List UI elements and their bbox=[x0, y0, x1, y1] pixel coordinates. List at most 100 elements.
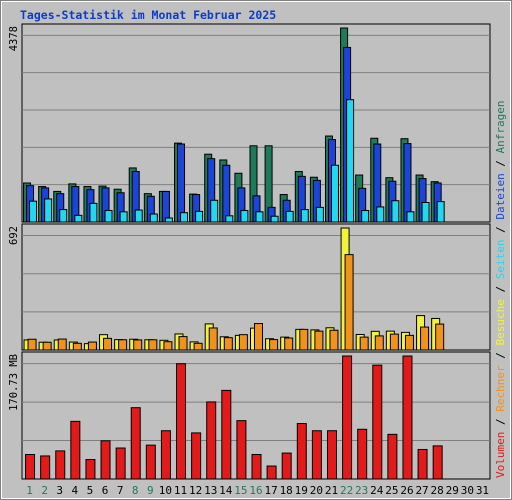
x-tick-label-day-3: 3 bbox=[56, 484, 63, 497]
x-tick-label-day-18: 18 bbox=[280, 484, 293, 497]
bar-rechner-day-23 bbox=[359, 336, 369, 351]
legend-entry-seiten: Seiten bbox=[494, 240, 507, 280]
bar-seiten-day-28 bbox=[436, 201, 445, 223]
legend-entry-anfragen: Anfragen bbox=[494, 100, 507, 153]
bar-seiten-day-10 bbox=[164, 217, 173, 223]
x-tick-label-day-7: 7 bbox=[117, 484, 124, 497]
bar-volumen-day-24 bbox=[372, 364, 383, 480]
x-tick-label-day-9: 9 bbox=[147, 484, 154, 497]
y-max-label-volume: 170.73 MB bbox=[8, 354, 20, 411]
bar-seiten-day-8 bbox=[134, 209, 143, 223]
bar-seiten-day-18 bbox=[285, 210, 294, 223]
bar-volumen-day-25 bbox=[387, 433, 398, 480]
bar-rechner-day-3 bbox=[57, 338, 67, 351]
bar-volumen-day-21 bbox=[326, 430, 337, 480]
bar-rechner-day-18 bbox=[284, 337, 294, 351]
bar-rechner-day-17 bbox=[269, 339, 279, 351]
bar-volumen-day-28 bbox=[432, 445, 443, 480]
bar-rechner-day-21 bbox=[329, 329, 339, 351]
bar-seiten-day-27 bbox=[421, 202, 430, 223]
bar-rechner-day-1 bbox=[27, 338, 37, 351]
bar-seiten-day-13 bbox=[210, 199, 219, 223]
bar-volumen-day-22 bbox=[342, 355, 353, 480]
bar-rechner-day-19 bbox=[299, 328, 309, 351]
bar-seiten-day-26 bbox=[406, 211, 415, 223]
bar-seiten-day-22 bbox=[346, 99, 355, 223]
bar-volumen-day-17 bbox=[266, 465, 277, 480]
bar-rechner-day-10 bbox=[163, 341, 173, 351]
bar-seiten-day-1 bbox=[29, 200, 38, 223]
bar-rechner-day-9 bbox=[148, 339, 158, 351]
bar-dateien-day-26 bbox=[403, 143, 412, 223]
x-tick-label-day-12: 12 bbox=[189, 484, 202, 497]
bar-rechner-day-20 bbox=[314, 330, 324, 351]
bar-seiten-day-5 bbox=[89, 202, 98, 223]
x-tick-label-day-28: 28 bbox=[431, 484, 444, 497]
bar-seiten-day-3 bbox=[59, 209, 68, 223]
x-tick-label-day-26: 26 bbox=[400, 484, 413, 497]
bar-volumen-day-18 bbox=[281, 452, 292, 480]
bar-rechner-day-22 bbox=[344, 254, 354, 351]
legend-entry-dateien: Dateien bbox=[494, 173, 507, 219]
bar-seiten-day-19 bbox=[300, 209, 309, 223]
legend-separator: / bbox=[494, 220, 507, 240]
bar-rechner-day-15 bbox=[238, 334, 248, 351]
legend-entry-rechner: Rechner bbox=[494, 365, 507, 412]
bar-rechner-day-6 bbox=[103, 337, 113, 351]
x-tick-label-day-29: 29 bbox=[446, 484, 459, 497]
x-tick-label-day-8: 8 bbox=[132, 484, 139, 497]
bar-volumen-day-15 bbox=[236, 420, 247, 480]
x-tick-label-day-1: 1 bbox=[26, 484, 33, 497]
x-tick-label-day-19: 19 bbox=[295, 484, 308, 497]
bar-rechner-day-7 bbox=[118, 339, 128, 351]
bar-rechner-day-26 bbox=[404, 334, 414, 351]
bar-rechner-day-16 bbox=[254, 323, 263, 351]
bar-dateien-day-14 bbox=[222, 164, 231, 223]
x-tick-label-day-13: 13 bbox=[204, 484, 217, 497]
legend-entry-besuche: Besuche bbox=[494, 299, 507, 345]
bar-volumen-day-26 bbox=[402, 355, 413, 480]
bar-rechner-day-12 bbox=[193, 342, 203, 351]
bar-seiten-day-25 bbox=[391, 200, 400, 223]
x-tick-label-day-17: 17 bbox=[264, 484, 277, 497]
bar-volumen-day-3 bbox=[55, 450, 66, 480]
legend-entry-volumen: Volumen bbox=[494, 432, 507, 478]
bar-volumen-day-23 bbox=[357, 428, 368, 480]
bar-volumen-day-10 bbox=[160, 430, 171, 480]
bar-volumen-day-6 bbox=[100, 440, 111, 480]
x-tick-label-day-4: 4 bbox=[72, 484, 79, 497]
bar-seiten-day-15 bbox=[240, 209, 249, 223]
legend-separator: / bbox=[494, 279, 507, 299]
bar-volumen-day-4 bbox=[70, 420, 81, 480]
bar-rechner-day-25 bbox=[389, 333, 399, 351]
bar-rechner-day-4 bbox=[72, 342, 82, 351]
bar-seiten-day-4 bbox=[74, 214, 83, 223]
bar-volumen-day-20 bbox=[311, 430, 322, 480]
x-tick-label-day-23: 23 bbox=[355, 484, 368, 497]
bar-rechner-day-5 bbox=[87, 341, 97, 351]
x-tick-label-day-27: 27 bbox=[415, 484, 428, 497]
bar-seiten-day-21 bbox=[330, 164, 339, 223]
bar-rechner-day-2 bbox=[42, 341, 52, 351]
bar-seiten-day-24 bbox=[376, 206, 385, 223]
bar-rechner-day-24 bbox=[374, 335, 384, 351]
bar-volumen-day-8 bbox=[130, 407, 141, 480]
x-tick-label-day-30: 30 bbox=[461, 484, 474, 497]
bar-seiten-day-7 bbox=[119, 211, 128, 223]
legend-separator: / bbox=[494, 153, 507, 173]
bar-seiten-day-20 bbox=[315, 206, 324, 223]
bar-rechner-day-8 bbox=[133, 339, 143, 351]
bar-volumen-day-1 bbox=[25, 454, 36, 480]
bar-volumen-day-12 bbox=[191, 432, 202, 480]
x-tick-label-day-10: 10 bbox=[159, 484, 172, 497]
x-tick-label-day-22: 22 bbox=[340, 484, 353, 497]
x-tick-label-day-2: 2 bbox=[41, 484, 48, 497]
bar-seiten-day-14 bbox=[225, 215, 234, 223]
chart-title: Tages-Statistik im Monat Februar 2025 bbox=[20, 8, 276, 22]
bar-seiten-day-11 bbox=[180, 212, 189, 223]
bar-rechner-day-14 bbox=[223, 337, 233, 351]
bar-dateien-day-10 bbox=[161, 190, 170, 223]
y-max-label-visits: 692 bbox=[8, 226, 20, 245]
